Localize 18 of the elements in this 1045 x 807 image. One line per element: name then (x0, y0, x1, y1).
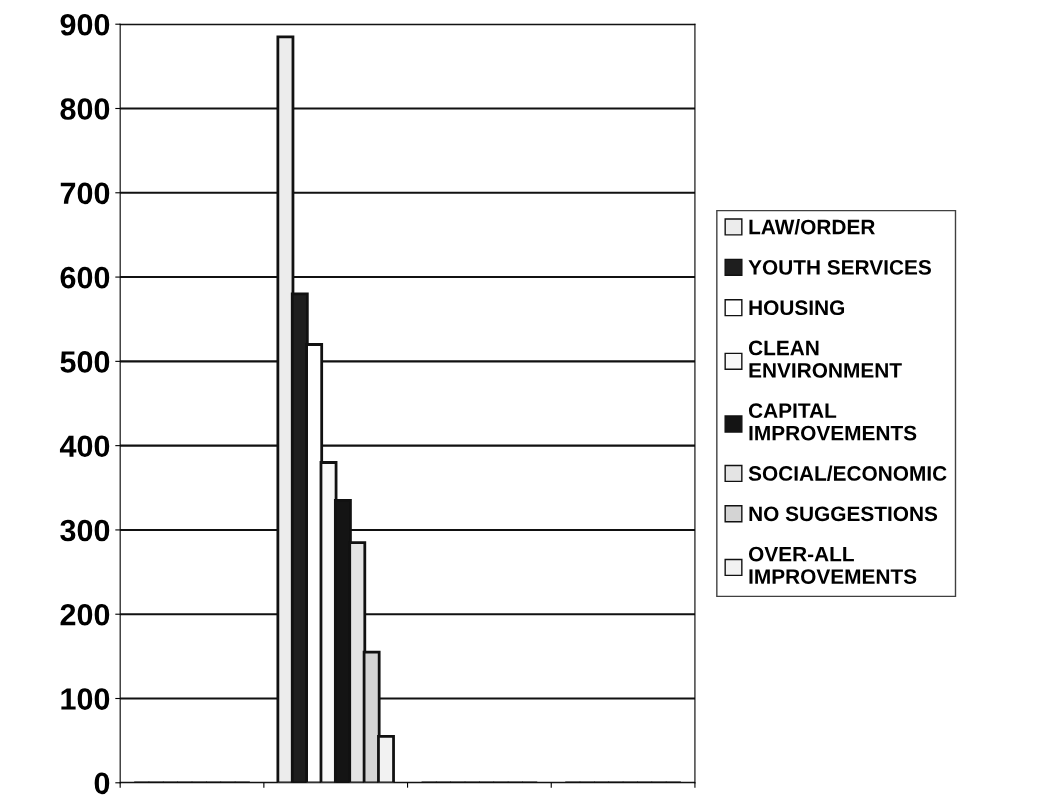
legend-label: HOUSING (749, 300, 845, 316)
legend-label: OVER-ALL IMPROVEMENTS (748, 546, 917, 584)
legend-label: SOCIAL/ECONOMIC (748, 465, 947, 482)
y-tick-label: 400 (59, 435, 110, 458)
y-tick-label: 700 (60, 182, 110, 205)
legend-label: NO SUGGESTIONS (749, 506, 938, 522)
y-tick-label: 100 (61, 688, 110, 710)
y-tick-label: 300 (60, 519, 110, 542)
legend-label: LAW/ORDER (749, 219, 875, 235)
legend-label: YOUTH SERVICES (748, 259, 931, 275)
y-tick-label: 200 (60, 603, 110, 626)
y-tick-label: 900 (60, 13, 110, 36)
y-tick-label: 800 (60, 98, 110, 120)
legend-label: CAPITAL IMPROVEMENTS (748, 403, 917, 441)
y-tick-label: 600 (60, 266, 110, 289)
y-tick-label: 0 (94, 772, 110, 795)
legend-label: CLEAN ENVIRONMENT (748, 340, 902, 378)
y-tick-label: 500 (60, 351, 110, 373)
